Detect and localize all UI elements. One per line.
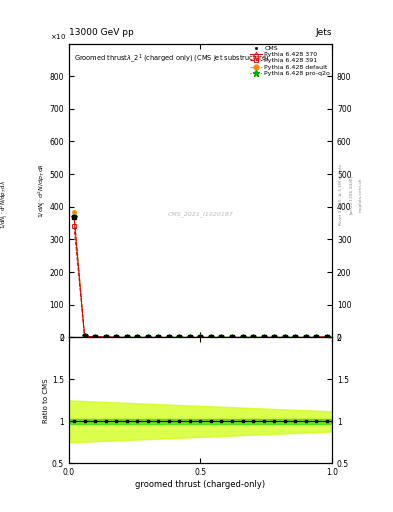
- Text: 13000 GeV pp: 13000 GeV pp: [69, 28, 134, 37]
- Text: mcplots.cern.ch: mcplots.cern.ch: [358, 177, 362, 212]
- Text: CMS_2021_I1920187: CMS_2021_I1920187: [167, 211, 233, 217]
- Text: $\times10$: $\times10$: [50, 32, 66, 40]
- Text: Jets: Jets: [316, 28, 332, 37]
- Text: [arXiv:1306.3436]: [arXiv:1306.3436]: [349, 175, 353, 214]
- Text: Groomed thrust$\lambda\_2^1$ (charged only) (CMS jet substructure): Groomed thrust$\lambda\_2^1$ (charged on…: [74, 52, 270, 65]
- Text: Rivet 3.1.10, ≥ 3.1M events: Rivet 3.1.10, ≥ 3.1M events: [339, 164, 343, 225]
- Legend: CMS, Pythia 6.428 370, Pythia 6.428 391, Pythia 6.428 default, Pythia 6.428 pro-: CMS, Pythia 6.428 370, Pythia 6.428 391,…: [250, 46, 330, 76]
- Y-axis label: $\mathrm{1} / \mathrm{d}N_j \cdot \mathrm{d}^2N / \mathrm{d}p_T\,\mathrm{d}\lamb: $\mathrm{1} / \mathrm{d}N_j \cdot \mathr…: [37, 163, 48, 218]
- Y-axis label: Ratio to CMS: Ratio to CMS: [43, 378, 49, 422]
- X-axis label: groomed thrust (charged-only): groomed thrust (charged-only): [135, 480, 266, 489]
- Text: $\mathrm{1} / \mathrm{d}N_j \cdot \mathrm{d}^2N / \mathrm{d}p_T\,\mathrm{d}\lamb: $\mathrm{1} / \mathrm{d}N_j \cdot \mathr…: [0, 180, 10, 229]
